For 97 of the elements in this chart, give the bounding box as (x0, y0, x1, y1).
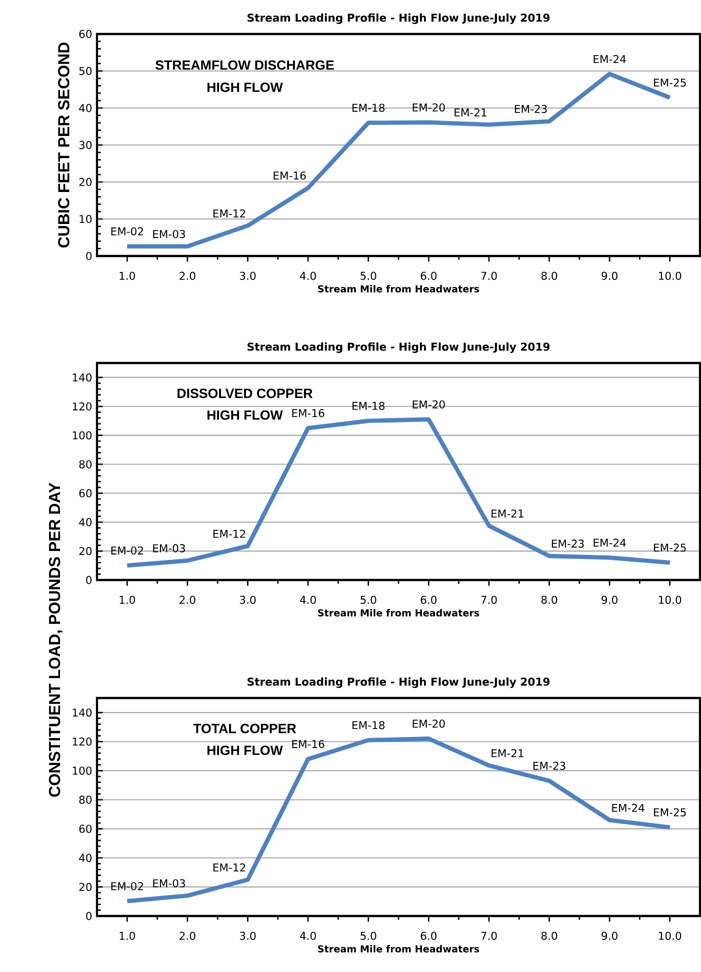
y-axis-title: CONSTITUENT LOAD, POUNDS PER DAY (48, 482, 63, 797)
x-tick-label: 2.0 (180, 272, 196, 280)
annotation: EM-25 (654, 808, 686, 816)
annotation: EM-16 (274, 171, 306, 180)
y-tick-label: 0 (86, 252, 92, 260)
x-tick-label: 4.0 (300, 596, 316, 604)
annotation: EM-02 (111, 546, 143, 555)
annotation: DISSOLVED COPPER (178, 388, 312, 398)
x-tick-label: 7.0 (481, 596, 497, 604)
annotation: TOTAL COPPER (193, 724, 296, 734)
annotation: EM-12 (213, 863, 246, 872)
x-tick-label: 5.0 (360, 932, 376, 940)
annotation: EM-21 (492, 509, 524, 518)
annotation: HIGH FLOW (207, 410, 283, 420)
y-tick-label: 60 (79, 824, 92, 833)
y-tick-label: 60 (79, 489, 92, 498)
annotation: EM-23 (533, 762, 566, 770)
x-tick-label: 7.0 (481, 272, 497, 280)
annotation: EM-18 (352, 104, 384, 112)
y-tick-label: 80 (79, 460, 92, 468)
annotation: HIGH FLOW (207, 746, 283, 756)
x-tick-label: 5.0 (360, 272, 376, 280)
annotation: EM-18 (352, 721, 384, 730)
annotation: EM-18 (352, 402, 384, 410)
x-tick-label: 6.0 (420, 596, 437, 604)
annotation: EM-16 (292, 740, 324, 748)
x-tick-label: 3.0 (240, 596, 256, 604)
x-axis-title: Stream Mile from Headwaters (318, 609, 480, 616)
annotation: EM-21 (454, 108, 486, 116)
annotation: EM-23 (514, 104, 547, 114)
y-tick-label: 30 (79, 140, 92, 150)
annotation: EM-20 (412, 103, 445, 112)
annotation: EM-25 (654, 78, 686, 87)
y-tick-label: 10 (80, 214, 92, 224)
x-tick-label: 6.0 (420, 932, 437, 940)
x-tick-label: 1.0 (120, 272, 136, 280)
x-tick-label: 9.0 (602, 596, 618, 604)
y-tick-label: 20 (79, 882, 92, 892)
annotation: EM-02 (111, 882, 143, 890)
annotation: EM-21 (492, 749, 524, 758)
x-tick-label: 4.0 (300, 272, 316, 280)
x-axis-title: Stream Mile from Headwaters (318, 945, 480, 952)
x-tick-label: 1.0 (120, 596, 136, 604)
x-tick-label: 9.0 (602, 932, 618, 940)
y-tick-label: 40 (79, 518, 92, 526)
annotation: EM-24 (594, 55, 626, 64)
x-tick-label: 5.0 (360, 596, 376, 604)
chart-title: Stream Loading Profile - High Flow June-July 2019 (248, 13, 550, 24)
y-tick-label: 80 (79, 796, 92, 804)
annotation: EM-20 (412, 400, 445, 408)
annotation: EM-03 (153, 544, 185, 552)
x-tick-label: 9.0 (602, 272, 618, 280)
x-tick-label: 8.0 (541, 932, 558, 940)
y-tick-label: 140 (72, 708, 92, 717)
y-tick-label: 60 (79, 30, 92, 38)
y-tick-label: 100 (72, 766, 92, 775)
chart-title: Stream Loading Profile - High Flow June-July 2019 (248, 342, 550, 353)
annotation: EM-03 (153, 879, 185, 888)
x-tick-label: 3.0 (240, 272, 256, 280)
annotation: HIGH FLOW (207, 82, 283, 92)
annotation: EM-02 (111, 227, 143, 236)
x-axis-title: Stream Mile from Headwaters (318, 285, 480, 292)
x-tick-label: 7.0 (481, 932, 497, 940)
y-tick-label: 40 (79, 104, 92, 112)
annotation: EM-23 (552, 540, 584, 548)
chart-title: Stream Loading Profile - High Flow June-July 2019 (248, 677, 550, 688)
x-tick-label: 10.0 (659, 272, 682, 280)
y-tick-label: 100 (72, 431, 92, 440)
y-tick-label: 50 (79, 66, 92, 76)
x-tick-label: 6.0 (420, 272, 437, 280)
x-tick-label: 10.0 (659, 596, 682, 604)
annotation: EM-12 (213, 209, 246, 218)
annotation: STREAMFLOW DISCHARGE (155, 60, 334, 70)
y-tick-label: 120 (72, 738, 92, 746)
x-tick-label: 3.0 (240, 932, 256, 940)
y-axis-title: CUBIC FEET PER SECOND (58, 42, 70, 248)
y-tick-label: 140 (72, 373, 92, 382)
x-tick-label: 1.0 (120, 932, 136, 940)
y-tick-label: 20 (79, 546, 92, 556)
y-tick-label: 40 (79, 854, 92, 862)
x-tick-label: 8.0 (541, 272, 558, 280)
x-tick-label: 10.0 (659, 932, 682, 940)
x-tick-label: 2.0 (180, 932, 196, 940)
y-tick-label: 0 (86, 912, 92, 920)
annotation: EM-24 (612, 804, 644, 812)
y-tick-label: 0 (86, 576, 92, 584)
annotation: EM-16 (292, 409, 324, 418)
x-tick-label: 2.0 (180, 596, 196, 604)
y-tick-label: 120 (72, 402, 92, 410)
annotation: EM-12 (213, 530, 246, 538)
annotation: EM-24 (594, 538, 626, 547)
annotation: EM-03 (153, 230, 185, 238)
x-tick-label: 4.0 (300, 932, 316, 940)
annotation: EM-20 (412, 720, 445, 728)
annotation: EM-25 (654, 544, 686, 552)
x-tick-label: 8.0 (541, 596, 558, 604)
y-tick-label: 20 (79, 178, 92, 186)
